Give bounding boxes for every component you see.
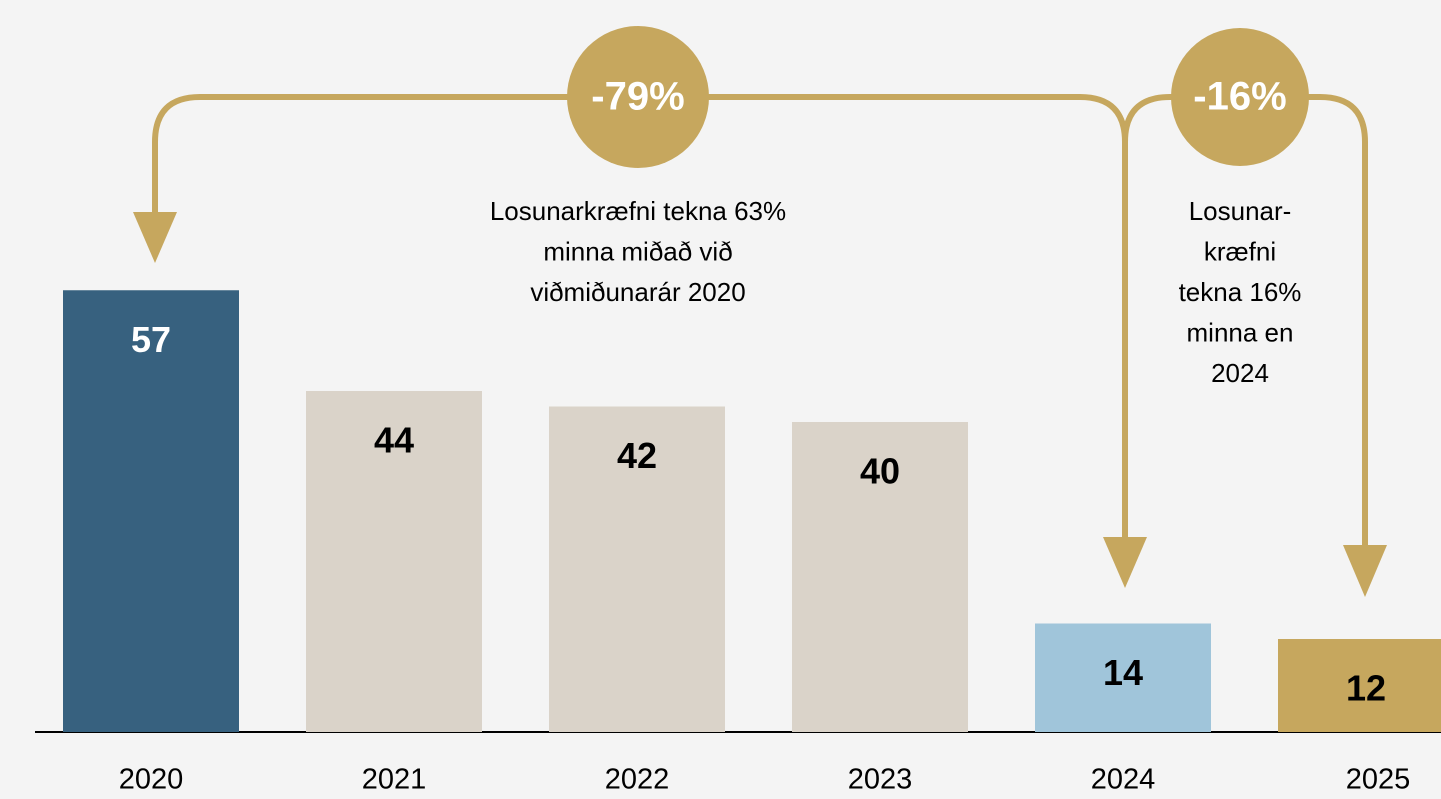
annotation-text: minna miðað við: [543, 236, 732, 266]
bar: [792, 422, 968, 732]
badge-label: -79%: [591, 75, 684, 119]
annotation-text: viðmiðunarár 2020: [530, 277, 745, 307]
x-tick-label: 2024: [1091, 764, 1156, 796]
data-label: 44: [374, 420, 414, 461]
badge-label: -16%: [1193, 75, 1286, 119]
annotation-text: kræfni: [1204, 236, 1276, 266]
data-label: 57: [131, 319, 171, 360]
arrowhead: [133, 212, 177, 263]
x-tick-label: 2020: [119, 764, 184, 796]
bar: [549, 406, 725, 732]
annotation-text: minna en: [1187, 317, 1294, 347]
bar: [306, 391, 482, 732]
annotation-text: 2024: [1211, 358, 1269, 388]
x-tick-label: 2021: [362, 764, 427, 796]
arrowheads: [133, 212, 1387, 597]
data-label: 14: [1103, 652, 1143, 693]
arrowhead: [1343, 545, 1387, 597]
arrow-line: [1122, 94, 1368, 548]
bar: [63, 290, 239, 732]
data-label: 40: [860, 451, 900, 492]
x-tick-label: 2022: [605, 764, 670, 796]
data-label: 12: [1346, 668, 1386, 709]
x-tick-label: 2023: [848, 764, 913, 796]
annotation-text: Losunarkræfni tekna 63%: [490, 196, 786, 226]
bar: [1278, 639, 1441, 732]
data-label: 42: [617, 435, 657, 476]
badge: [1171, 28, 1309, 166]
badge: [567, 26, 709, 168]
arrowhead: [1103, 537, 1147, 588]
annotation-text: Losunar-: [1189, 196, 1292, 226]
x-tick-label: 2025: [1346, 764, 1411, 796]
annotation-text: tekna 16%: [1179, 277, 1302, 307]
bar: [1035, 623, 1211, 732]
